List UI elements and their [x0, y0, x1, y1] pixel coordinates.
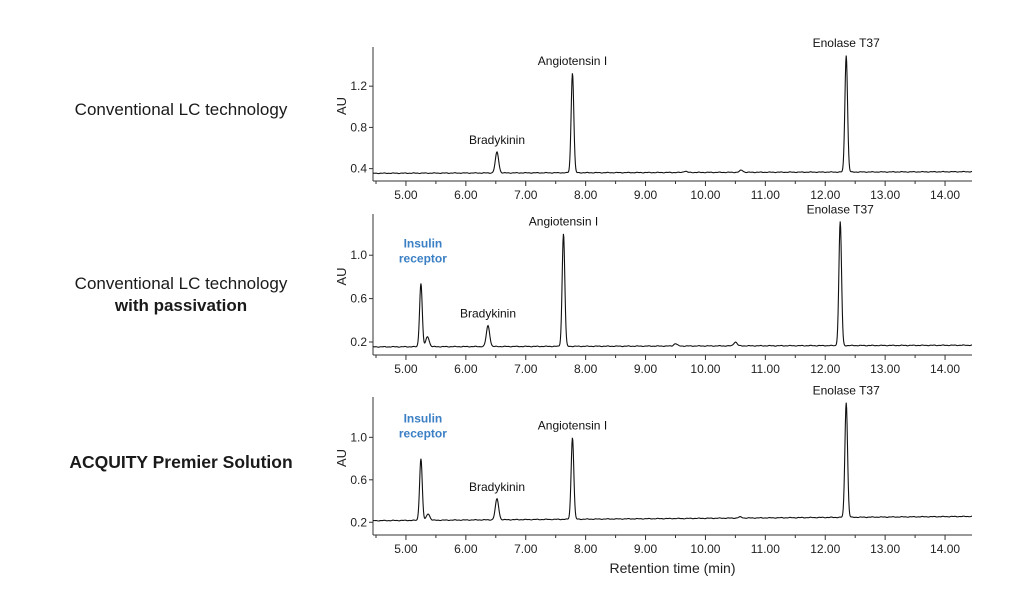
panel-2-y-tick-label: 0.2 — [350, 335, 367, 349]
panel-3-peak-label: Angiotensin I — [538, 418, 607, 432]
panel-3-y-tick-label: 0.6 — [350, 473, 367, 487]
panel-2-x-tick-label: 10.00 — [690, 362, 720, 376]
panel-3-x-tick-label: 13.00 — [870, 542, 900, 556]
panel-3-y-tick-label: 1.0 — [350, 430, 367, 444]
panel-1-x-tick-label: 14.00 — [930, 188, 960, 202]
panel-1-x-tick-label: 8.00 — [574, 188, 598, 202]
panel-2-x-tick-label: 8.00 — [574, 362, 598, 376]
panel-2-y-tick-label: 0.6 — [350, 292, 367, 306]
panel-1-y-tick-label: 1.2 — [350, 79, 367, 93]
panel-3-x-tick-label: 5.00 — [394, 542, 418, 556]
panel-1-x-tick-label: 9.00 — [634, 188, 658, 202]
panel-2-peak-label: Enolase T37 — [807, 203, 874, 217]
panel-3-x-tick-label: 9.00 — [634, 542, 658, 556]
panel-2-y-tick-label: 1.0 — [350, 248, 367, 262]
panel-2-x-tick-label: 9.00 — [634, 362, 658, 376]
panel-2-x-tick-label: 11.00 — [751, 362, 780, 376]
panel-3-x-tick-label: 8.00 — [574, 542, 598, 556]
panel-1-x-tick-label: 11.00 — [751, 188, 780, 202]
panel-2-x-tick-label: 6.00 — [454, 362, 478, 376]
panel-1-x-tick-label: 7.00 — [514, 188, 538, 202]
panel-1-peak-label: Enolase T37 — [813, 36, 880, 50]
row-label-1: Conventional LC technology — [0, 99, 362, 121]
panel-1-peak-label: Angiotensin I — [538, 54, 607, 68]
panel-1-x-tick-label: 13.00 — [870, 188, 900, 202]
panel-1-x-tick-label: 5.00 — [394, 188, 418, 202]
panel-1-x-tick-label: 6.00 — [454, 188, 478, 202]
panel-2-x-tick-label: 7.00 — [514, 362, 538, 376]
panel-3-peak-label-insulin-receptor: Insulin receptor — [399, 412, 447, 441]
row-label-3: ACQUITY Premier Solution — [0, 451, 362, 473]
panel-3-peak-label: Bradykinin — [469, 480, 525, 494]
panel-3-peak-label: Enolase T37 — [813, 383, 880, 397]
panel-3-x-tick-label: 7.00 — [514, 542, 538, 556]
panel-2-x-tick-label: 12.00 — [810, 362, 840, 376]
panel-3-y-axis-label: AU — [334, 449, 349, 467]
panel-2-x-tick-label: 13.00 — [870, 362, 900, 376]
panel-3-x-tick-label: 11.00 — [751, 542, 780, 556]
panel-2-x-tick-label: 14.00 — [930, 362, 960, 376]
panel-2-peak-label: Angiotensin I — [529, 215, 598, 229]
panel-3-x-tick-label: 10.00 — [690, 542, 720, 556]
panel-2-trace — [372, 221, 973, 348]
panel-1-x-tick-label: 10.00 — [690, 188, 720, 202]
panel-1-y-axis-label: AU — [334, 97, 349, 115]
panel-2-peak-label-insulin-receptor: Insulin receptor — [399, 236, 447, 265]
row-label-2-text: Conventional LC technology — [74, 274, 288, 293]
panel-1-trace — [372, 55, 973, 175]
panel-2-x-tick-label: 5.00 — [394, 362, 418, 376]
row-label-1-text: Conventional LC technology — [74, 100, 288, 119]
panel-2-peak-label: Bradykinin — [460, 307, 516, 321]
panel-3-y-tick-label: 0.2 — [350, 515, 367, 529]
panel-2-y-axis-label: AU — [334, 267, 349, 285]
panel-3-x-tick-label: 12.00 — [810, 542, 840, 556]
row-label-2: Conventional LC technology with passivat… — [0, 273, 362, 317]
row-label-3-text: ACQUITY Premier Solution — [69, 452, 293, 472]
panel-3-x-tick-label: 6.00 — [454, 542, 478, 556]
panel-3-x-tick-label: 14.00 — [930, 542, 960, 556]
panel-3-trace — [372, 402, 973, 522]
panel-1-peak-label: Bradykinin — [469, 133, 525, 147]
panel-1-x-tick-label: 12.00 — [810, 188, 840, 202]
panel-1-y-tick-label: 0.8 — [350, 120, 367, 134]
row-label-2-subtext: with passivation — [114, 296, 248, 315]
panel-3-x-axis-label: Retention time (min) — [609, 560, 735, 576]
panel-1-y-tick-label: 0.4 — [350, 162, 367, 176]
